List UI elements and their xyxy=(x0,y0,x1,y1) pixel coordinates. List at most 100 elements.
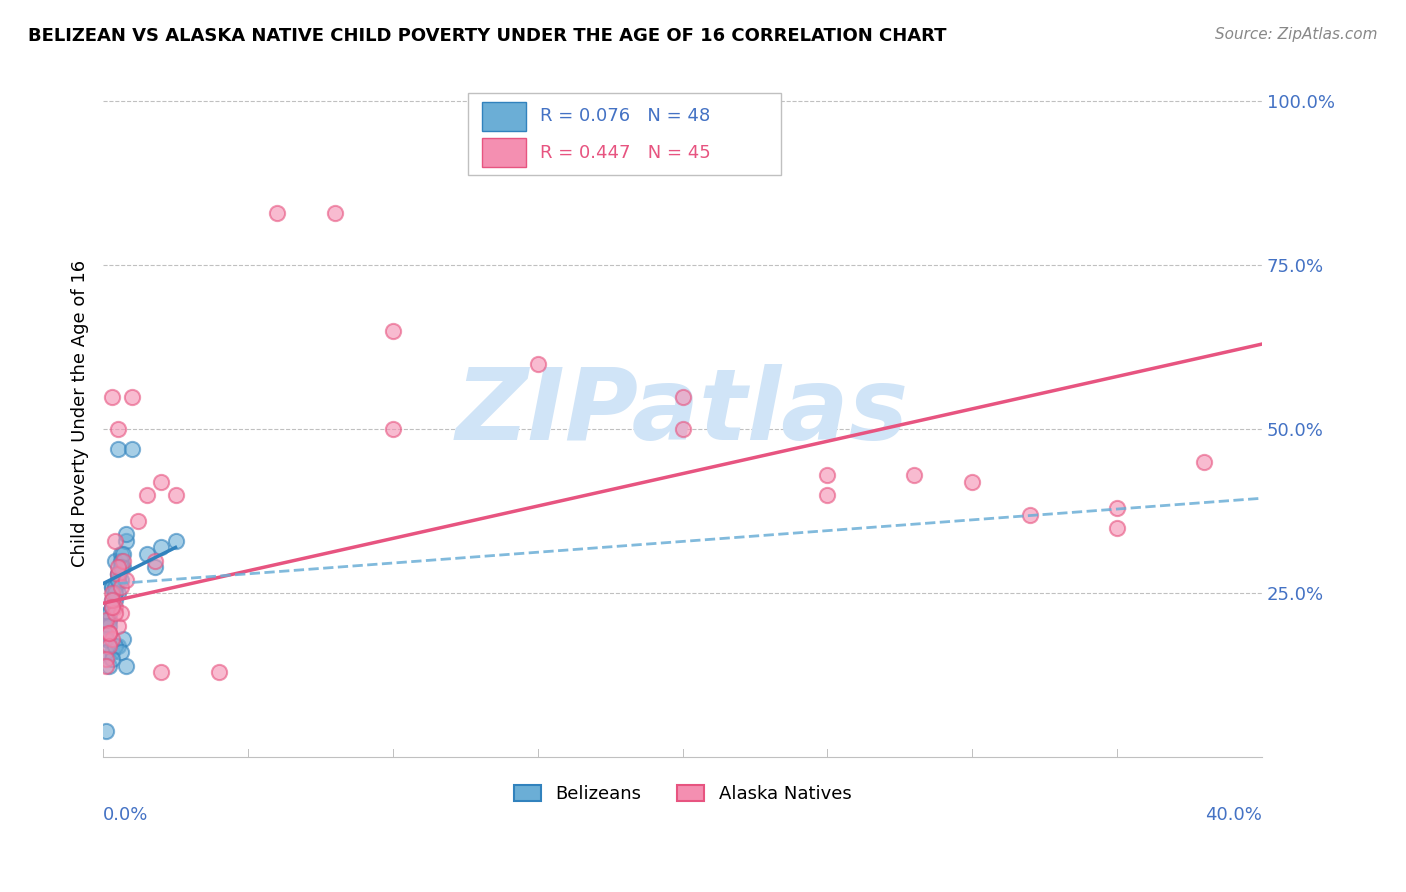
Belizeans xyxy=(101,599,124,614)
Text: Source: ZipAtlas.com: Source: ZipAtlas.com xyxy=(1215,27,1378,42)
Text: R = 0.076   N = 48: R = 0.076 N = 48 xyxy=(540,107,710,125)
Alaska Natives xyxy=(266,206,288,220)
Belizeans xyxy=(150,541,173,555)
Alaska Natives xyxy=(97,639,120,653)
Alaska Natives xyxy=(101,599,124,614)
Alaska Natives xyxy=(107,422,129,436)
Bar xyxy=(482,102,526,130)
Alaska Natives xyxy=(150,665,173,679)
Alaska Natives xyxy=(104,533,127,548)
Text: 0.0%: 0.0% xyxy=(103,805,149,823)
Belizeans xyxy=(97,606,120,620)
FancyBboxPatch shape xyxy=(468,93,780,176)
Alaska Natives xyxy=(104,599,127,614)
Belizeans xyxy=(101,599,124,614)
Belizeans xyxy=(101,645,124,659)
Alaska Natives xyxy=(526,357,548,371)
Belizeans xyxy=(104,593,127,607)
Alaska Natives xyxy=(115,574,138,588)
Belizeans xyxy=(94,619,117,633)
Belizeans xyxy=(104,586,127,600)
Alaska Natives xyxy=(107,566,129,581)
Belizeans xyxy=(107,574,129,588)
Belizeans xyxy=(110,645,132,659)
Alaska Natives xyxy=(97,625,120,640)
Belizeans xyxy=(94,645,117,659)
Belizeans xyxy=(110,547,132,561)
Belizeans xyxy=(104,580,127,594)
Belizeans xyxy=(115,658,138,673)
Alaska Natives xyxy=(208,665,231,679)
Text: R = 0.447   N = 45: R = 0.447 N = 45 xyxy=(540,144,711,161)
Alaska Natives xyxy=(101,632,124,647)
Alaska Natives xyxy=(94,658,117,673)
Alaska Natives xyxy=(112,553,135,567)
Belizeans xyxy=(97,606,120,620)
Belizeans xyxy=(94,724,117,739)
Belizeans xyxy=(97,613,120,627)
Bar xyxy=(482,138,526,167)
Alaska Natives xyxy=(165,488,187,502)
Belizeans xyxy=(101,580,124,594)
Belizeans xyxy=(107,566,129,581)
Belizeans xyxy=(110,560,132,574)
Belizeans xyxy=(94,619,117,633)
Alaska Natives xyxy=(101,390,124,404)
Belizeans xyxy=(101,593,124,607)
Y-axis label: Child Poverty Under the Age of 16: Child Poverty Under the Age of 16 xyxy=(72,260,89,566)
Alaska Natives xyxy=(94,613,117,627)
Alaska Natives xyxy=(381,422,404,436)
Alaska Natives xyxy=(815,488,838,502)
Belizeans xyxy=(97,619,120,633)
Belizeans xyxy=(94,632,117,647)
Alaska Natives xyxy=(110,606,132,620)
Belizeans xyxy=(110,553,132,567)
Belizeans xyxy=(101,599,124,614)
Alaska Natives xyxy=(101,593,124,607)
Alaska Natives xyxy=(127,514,149,528)
Alaska Natives xyxy=(150,475,173,489)
Belizeans xyxy=(143,560,166,574)
Alaska Natives xyxy=(671,422,693,436)
Text: ZIPatlas: ZIPatlas xyxy=(456,365,910,461)
Belizeans xyxy=(107,586,129,600)
Belizeans xyxy=(112,547,135,561)
Alaska Natives xyxy=(121,390,143,404)
Belizeans xyxy=(97,613,120,627)
Alaska Natives xyxy=(107,619,129,633)
Alaska Natives xyxy=(1192,455,1215,469)
Belizeans xyxy=(107,639,129,653)
Alaska Natives xyxy=(671,390,693,404)
Belizeans xyxy=(115,533,138,548)
Belizeans xyxy=(165,533,187,548)
Alaska Natives xyxy=(104,606,127,620)
Alaska Natives xyxy=(815,468,838,483)
Belizeans xyxy=(101,652,124,666)
Alaska Natives xyxy=(107,560,129,574)
Belizeans xyxy=(115,527,138,541)
Belizeans xyxy=(101,580,124,594)
Belizeans xyxy=(135,547,157,561)
Alaska Natives xyxy=(1105,501,1128,516)
Alaska Natives xyxy=(110,580,132,594)
Alaska Natives xyxy=(960,475,983,489)
Alaska Natives xyxy=(101,586,124,600)
Alaska Natives xyxy=(1019,508,1042,522)
Belizeans xyxy=(94,625,117,640)
Text: 40.0%: 40.0% xyxy=(1205,805,1263,823)
Alaska Natives xyxy=(1105,521,1128,535)
Belizeans xyxy=(110,574,132,588)
Alaska Natives xyxy=(135,488,157,502)
Belizeans xyxy=(94,632,117,647)
Alaska Natives xyxy=(903,468,925,483)
Belizeans xyxy=(104,639,127,653)
Belizeans xyxy=(97,658,120,673)
Legend: Belizeans, Alaska Natives: Belizeans, Alaska Natives xyxy=(506,778,859,810)
Alaska Natives xyxy=(143,553,166,567)
Belizeans xyxy=(107,566,129,581)
Alaska Natives xyxy=(381,324,404,338)
Belizeans xyxy=(112,560,135,574)
Alaska Natives xyxy=(97,625,120,640)
Belizeans xyxy=(112,632,135,647)
Belizeans xyxy=(104,553,127,567)
